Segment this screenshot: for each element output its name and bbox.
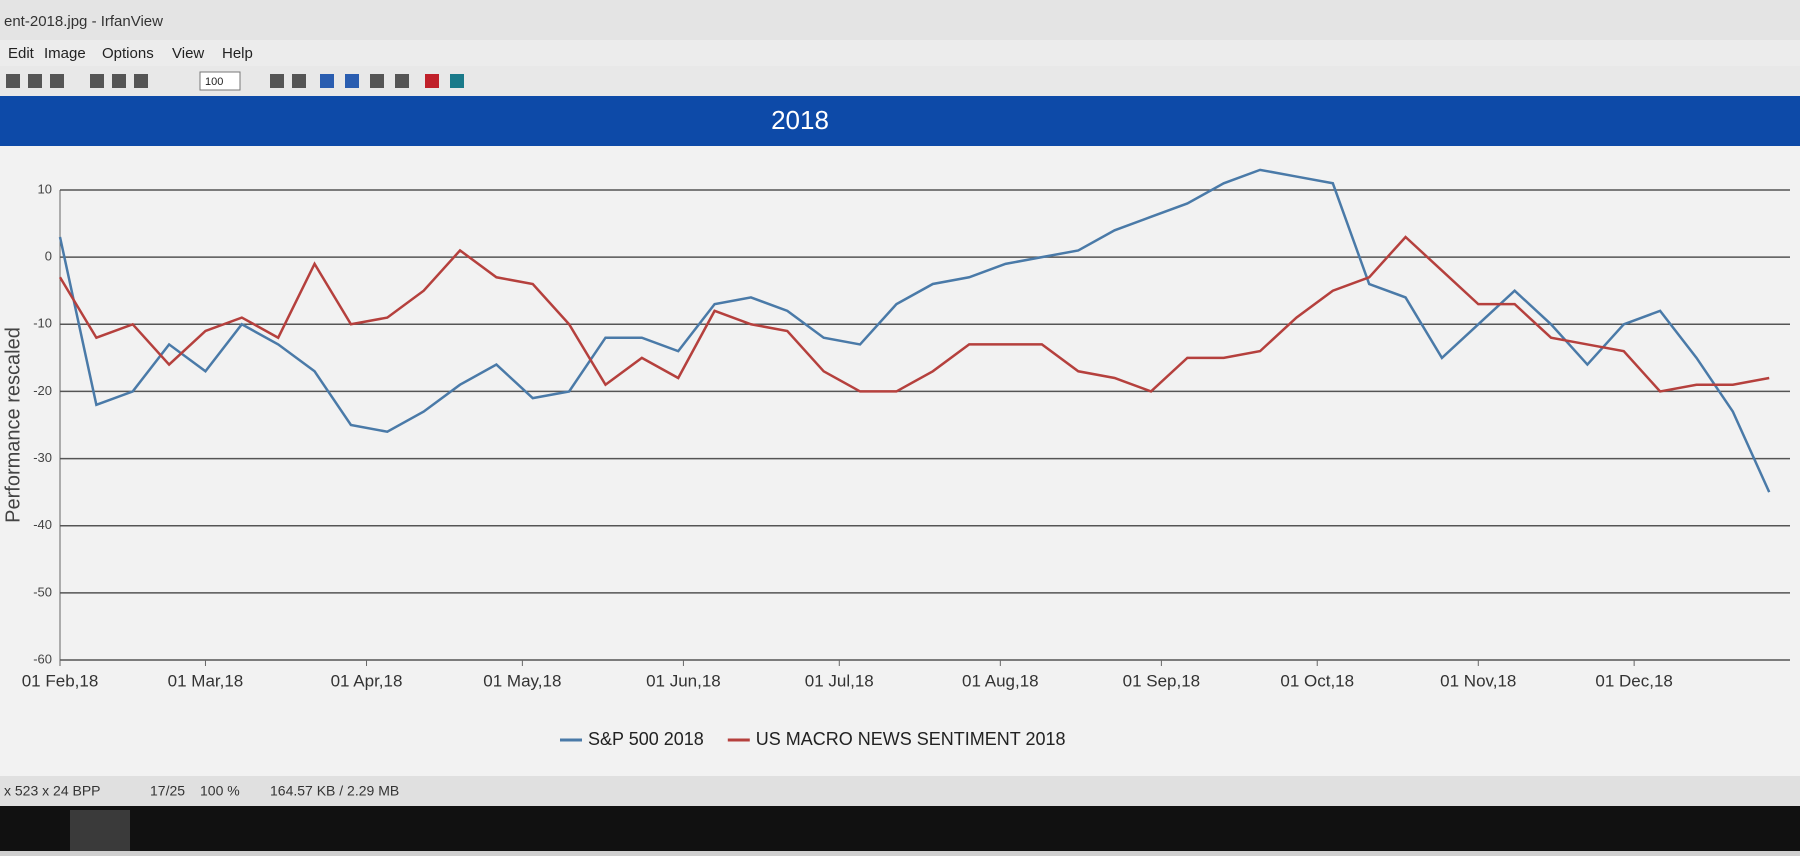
x-tick-label: 01 Jul,18	[805, 671, 874, 690]
chart-header	[0, 96, 1800, 146]
menu-item[interactable]: Options	[102, 45, 154, 62]
taskbar	[0, 806, 1800, 851]
x-tick-label: 01 Dec,18	[1595, 671, 1673, 690]
zoom-value: 100	[205, 76, 223, 88]
status-field: 17/25	[150, 783, 185, 799]
icon[interactable]	[370, 74, 384, 88]
icon[interactable]	[395, 74, 409, 88]
y-axis-label: Performance rescaled	[2, 327, 24, 523]
toolbar-icons	[6, 71, 464, 91]
x-tick-label: 01 Oct,18	[1280, 671, 1354, 690]
x-tick-label: 01 Sep,18	[1123, 671, 1201, 690]
chart-title: 2018	[771, 105, 829, 135]
legend-label: US MACRO NEWS SENTIMENT 2018	[756, 729, 1066, 749]
icon[interactable]	[90, 74, 104, 88]
x-tick-label: 01 Aug,18	[962, 671, 1039, 690]
y-tick-label: -30	[33, 450, 52, 465]
menu-item[interactable]: Help	[222, 45, 253, 62]
y-tick-label: 10	[38, 181, 52, 196]
icon[interactable]	[292, 74, 306, 88]
x-tick-label: 01 Nov,18	[1440, 671, 1516, 690]
status-field: 100 %	[200, 783, 240, 799]
taskbar-app[interactable]	[70, 810, 130, 851]
x-tick-label: 01 Jun,18	[646, 671, 721, 690]
legend-label: S&P 500 2018	[588, 729, 704, 749]
y-tick-label: -20	[33, 383, 52, 398]
menu-item[interactable]: Edit	[8, 45, 35, 62]
x-tick-label: 01 Feb,18	[22, 671, 99, 690]
image-area	[0, 96, 1800, 776]
menu-bar	[0, 40, 1800, 66]
menu-item[interactable]: Image	[44, 45, 86, 62]
status-field: 164.57 KB / 2.29 MB	[270, 783, 399, 799]
x-tick-label: 01 May,18	[483, 671, 561, 690]
icon[interactable]	[320, 74, 334, 88]
icon[interactable]	[112, 74, 126, 88]
icon[interactable]	[345, 74, 359, 88]
series-line	[58, 235, 1770, 393]
y-tick-label: -40	[33, 517, 52, 532]
x-tick-label: 01 Mar,18	[168, 671, 244, 690]
zoom-box[interactable]	[199, 71, 241, 91]
y-tick-label: -60	[33, 651, 52, 666]
y-tick-label: -50	[33, 584, 52, 599]
icon[interactable]	[270, 74, 284, 88]
y-tick-label: 0	[45, 249, 52, 264]
icon[interactable]	[28, 74, 42, 88]
icon[interactable]	[450, 74, 464, 88]
menu-item[interactable]: View	[172, 45, 204, 62]
window-title: ent-2018.jpg - IrfanView	[4, 13, 163, 30]
icon[interactable]	[134, 74, 148, 88]
title-bar	[0, 0, 1800, 40]
series-line	[58, 168, 1771, 493]
icon[interactable]	[425, 74, 439, 88]
icon[interactable]	[6, 74, 20, 88]
icon[interactable]	[50, 74, 64, 88]
status-field: x 523 x 24 BPP	[4, 783, 101, 799]
status-bar	[0, 776, 1800, 806]
x-tick-label: 01 Apr,18	[331, 671, 403, 690]
y-tick-label: -10	[33, 316, 52, 331]
